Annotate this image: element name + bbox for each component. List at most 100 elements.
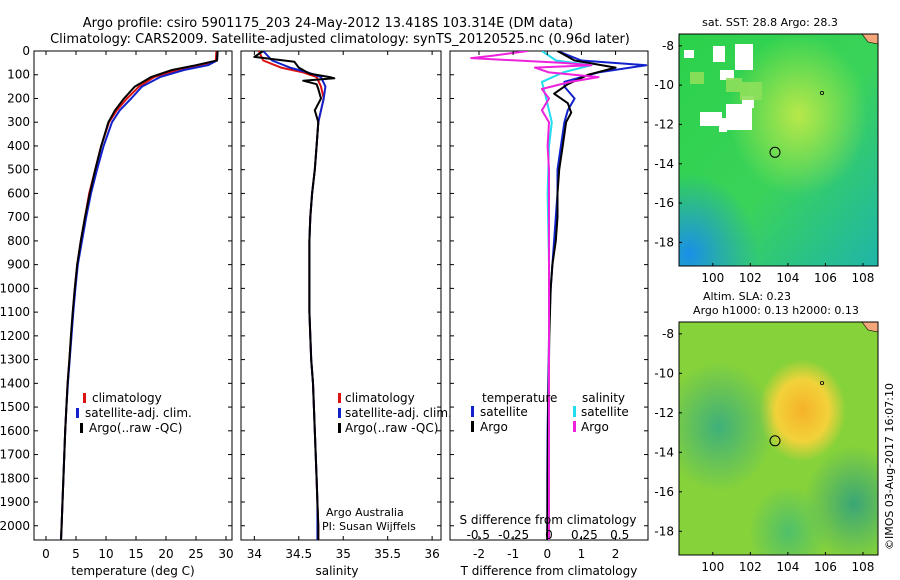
map-lat-label: -12 (654, 406, 674, 420)
depth-tick-label: 1500 (0, 400, 30, 414)
temperature-legend: climatology satellite-adj. clim. Argo(..… (76, 391, 192, 435)
sla-map-title-line2: Argo h1000: 0.13 h2000: 0.13 (693, 304, 859, 317)
s-diff-tick-label: -0.5 (467, 528, 490, 542)
t-difference-x-axis: -2 -1 0 1 2 (450, 50, 648, 561)
map-lon-label: 108 (852, 271, 875, 285)
map-lon-label: 108 (852, 560, 875, 574)
legend-swatch-satellite (338, 408, 341, 418)
temperature-plot-frame (33, 50, 233, 541)
depth-tick-label: 1200 (0, 329, 30, 343)
legend-label-climatology: climatology (92, 391, 162, 405)
map-lon-label: 106 (814, 560, 837, 574)
temperature-series (60, 51, 219, 540)
sst-cloud-gaps (684, 44, 754, 132)
salinity-x-axis: 34 34.5 35 35.5 36 (241, 50, 441, 561)
x-tick-label: 25 (188, 547, 203, 561)
map-lon-label: 100 (701, 271, 724, 285)
legend-label-s-satellite: satellite (581, 405, 629, 419)
sst-island-marker (820, 91, 825, 96)
depth-tick-label: 1000 (0, 281, 30, 295)
x-tick-label: 10 (98, 547, 113, 561)
sst-map-frame (678, 33, 879, 267)
depth-tick-label: 200 (7, 91, 30, 105)
t-difference-axis-label: T difference from climatology (460, 564, 638, 578)
legend-label-t-satellite: satellite (480, 405, 528, 419)
legend-swatch-climatology (83, 393, 86, 403)
difference-series (470, 51, 648, 540)
x-tick-label: 34.5 (285, 547, 312, 561)
sla-map (678, 321, 879, 556)
legend-label-s-argo: Argo (581, 420, 609, 434)
x-tick-label: -1 (507, 547, 519, 561)
map-lat-label: -18 (654, 235, 674, 249)
sla-map-axes: 100 102 104 106 108 -8 -10 -12 -14 -16 -18 (654, 327, 874, 574)
legend-swatch-satellite (76, 408, 79, 418)
depth-tick-label: 0 (22, 44, 30, 58)
legend-label-satellite: satellite-adj. clim. (345, 406, 452, 420)
sst-cool-region (679, 34, 878, 266)
sla-argo-location-marker (769, 435, 781, 447)
legend-title-temperature: temperature (482, 391, 557, 405)
x-tick-label: -2 (473, 547, 485, 561)
salinity-series (253, 51, 336, 540)
depth-axis: 0 100 200 300 400 500 600 700 800 900 1000 1100 1200… (0, 44, 38, 533)
depth-tick-label: 1300 (0, 353, 30, 367)
depth-tick-label: 400 (7, 139, 30, 153)
depth-tick-label: 2000 (0, 519, 30, 533)
x-tick-label: 5 (72, 547, 80, 561)
depth-tick-label: 600 (7, 186, 30, 200)
salinity-legend: climatology satellite-adj. clim. Argo(..… (338, 391, 452, 435)
legend-swatch-argo (80, 423, 83, 433)
legend-label-argo: Argo(..raw -QC) (89, 421, 182, 435)
legend-swatch-argo (338, 423, 341, 433)
sla-island-marker (820, 380, 825, 385)
difference-legend: temperature salinity satellite Argo sate… (471, 391, 629, 434)
map-lat-label: -8 (662, 39, 674, 53)
sst-argo-location-marker (769, 146, 781, 158)
legend-label-climatology: climatology (345, 391, 415, 405)
sla-map-title-line1: Altim. SLA: 0.23 (703, 290, 791, 303)
figure-subtitle: Climatology: CARS2009. Satellite-adjuste… (50, 32, 630, 47)
x-tick-label: 35 (336, 547, 351, 561)
x-tick-label: 0 (42, 547, 50, 561)
sst-map (678, 33, 879, 267)
depth-tick-label: 1700 (0, 448, 30, 462)
depth-tick-label: 1400 (0, 376, 30, 390)
x-tick-label: 2 (612, 547, 620, 561)
legend-swatch-s-satellite (573, 406, 576, 417)
map-lat-label: -18 (654, 524, 674, 538)
pi-label: PI: Susan Wijffels (322, 520, 416, 533)
map-lon-label: 102 (739, 271, 762, 285)
x-tick-label: 35.5 (374, 547, 401, 561)
depth-tick-label: 100 (7, 68, 30, 82)
depth-tick-label: 1600 (0, 424, 30, 438)
data-source-label: Argo Australia (326, 506, 404, 519)
x-tick-label: 0 (543, 547, 551, 561)
legend-swatch-t-satellite (471, 406, 474, 417)
s-diff-tick-label: -0.25 (498, 528, 529, 542)
depth-tick-label: 1100 (0, 305, 30, 319)
sst-map-axes: 100 102 104 106 108 -8 -10 -12 -14 -16 -18 (654, 39, 874, 285)
legend-label-satellite: satellite-adj. clim. (85, 406, 192, 420)
depth-tick-label: 900 (7, 258, 30, 272)
salinity-axis-label: salinity (315, 564, 358, 578)
sla-map-frame (678, 321, 879, 556)
x-tick-label: 1 (578, 547, 586, 561)
depth-tick-label: 300 (7, 115, 30, 129)
series-line-argo (60, 51, 219, 540)
series-line-argo (253, 51, 336, 540)
legend-swatch-climatology (338, 393, 341, 403)
map-lat-label: -10 (654, 366, 674, 380)
map-lon-label: 102 (739, 560, 762, 574)
map-lat-label: -16 (654, 485, 674, 499)
figure-title: Argo profile: csiro 5901175_203 24-May-2… (83, 16, 574, 31)
s-diff-tick-label: 0.5 (610, 528, 629, 542)
x-tick-label: 30 (218, 547, 233, 561)
s-difference-x-axis: -0.5 -0.25 0 0.25 0.5 (467, 528, 630, 542)
map-lon-label: 104 (776, 560, 799, 574)
depth-tick-label: 500 (7, 163, 30, 177)
legend-swatch-s-argo (573, 421, 576, 432)
imos-watermark: ©IMOS 03-Aug-2017 16:07:10 (883, 383, 896, 550)
map-lat-label: -10 (654, 78, 674, 92)
